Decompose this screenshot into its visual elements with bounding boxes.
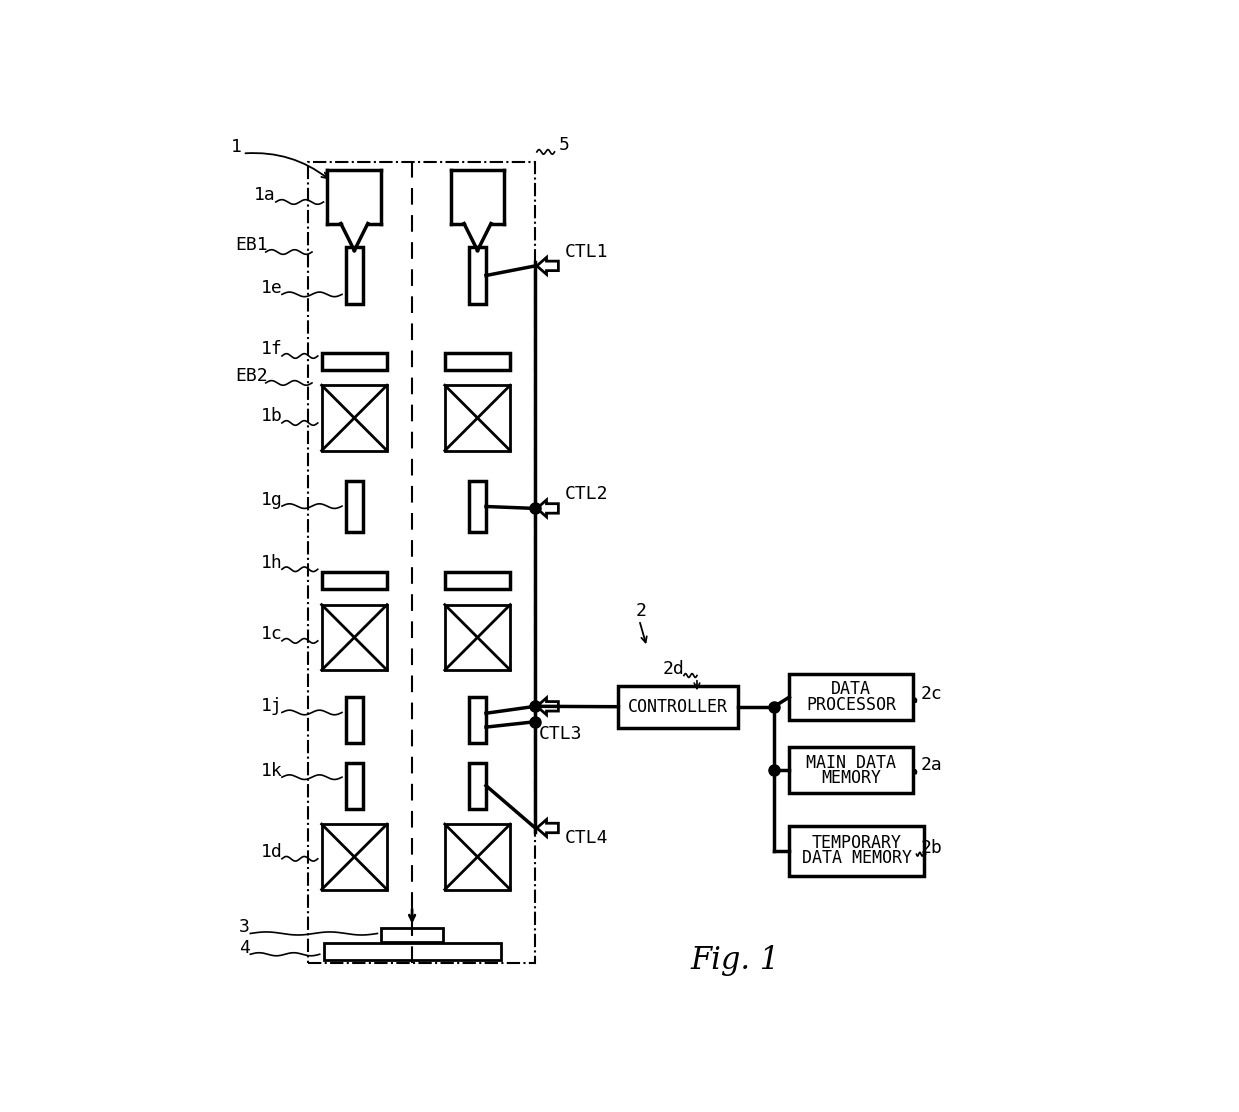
Bar (322, 605, 387, 671)
Text: 1b: 1b (260, 407, 282, 426)
Polygon shape (536, 820, 559, 836)
Text: DATA MEMORY: DATA MEMORY (802, 850, 912, 867)
Text: PROCESSOR: PROCESSOR (807, 696, 896, 714)
Text: 2d: 2d (663, 661, 684, 678)
Bar (382, 929, 442, 942)
Bar (322, 824, 387, 890)
Text: MAIN DATA: MAIN DATA (807, 754, 896, 772)
Text: CTL1: CTL1 (565, 242, 608, 260)
Text: 1d: 1d (260, 843, 282, 861)
Bar (470, 481, 486, 532)
Text: 1c: 1c (260, 625, 282, 644)
Text: 1g: 1g (260, 490, 282, 508)
Text: 2c: 2c (921, 685, 942, 703)
Text: TEMPORARY: TEMPORARY (812, 834, 902, 852)
Text: CONTROLLER: CONTROLLER (628, 697, 729, 716)
Text: 1f: 1f (260, 340, 282, 358)
Text: 3: 3 (239, 917, 250, 936)
Bar (470, 697, 486, 743)
Text: 2: 2 (636, 603, 647, 620)
Text: Fig. 1: Fig. 1 (691, 945, 781, 976)
Text: 2b: 2b (921, 838, 942, 856)
Text: 2a: 2a (921, 756, 942, 774)
Text: 5: 5 (559, 137, 569, 155)
Bar (346, 697, 363, 743)
Bar (309, 162, 535, 963)
Text: 1j: 1j (260, 697, 282, 715)
Bar (323, 943, 501, 961)
Bar (789, 826, 924, 876)
Text: 1h: 1h (260, 554, 282, 572)
Polygon shape (536, 500, 559, 517)
Bar (618, 685, 737, 728)
Bar (322, 353, 387, 370)
Bar (789, 747, 913, 793)
Text: 1: 1 (232, 138, 242, 156)
Text: CTL3: CTL3 (539, 725, 582, 743)
Bar (470, 247, 486, 305)
Bar (346, 481, 363, 532)
Text: 1a: 1a (254, 187, 276, 205)
Text: EB1: EB1 (235, 237, 268, 255)
Polygon shape (536, 698, 559, 715)
Bar (346, 763, 363, 808)
Bar (470, 763, 486, 808)
Bar (445, 385, 510, 450)
Bar (322, 385, 387, 450)
Bar (445, 353, 510, 370)
Polygon shape (536, 257, 559, 275)
Text: DATA: DATA (831, 681, 871, 698)
Text: CTL2: CTL2 (565, 485, 608, 504)
Text: 4: 4 (239, 939, 250, 956)
Bar (445, 573, 510, 589)
Text: 1e: 1e (260, 279, 282, 297)
Text: 1k: 1k (260, 762, 282, 780)
Bar (445, 824, 510, 890)
Bar (346, 247, 363, 305)
Bar (445, 605, 510, 671)
Text: MEMORY: MEMORY (821, 768, 881, 787)
Text: EB2: EB2 (235, 367, 268, 386)
Text: CTL4: CTL4 (565, 830, 608, 847)
Bar (322, 573, 387, 589)
Bar (789, 674, 913, 721)
